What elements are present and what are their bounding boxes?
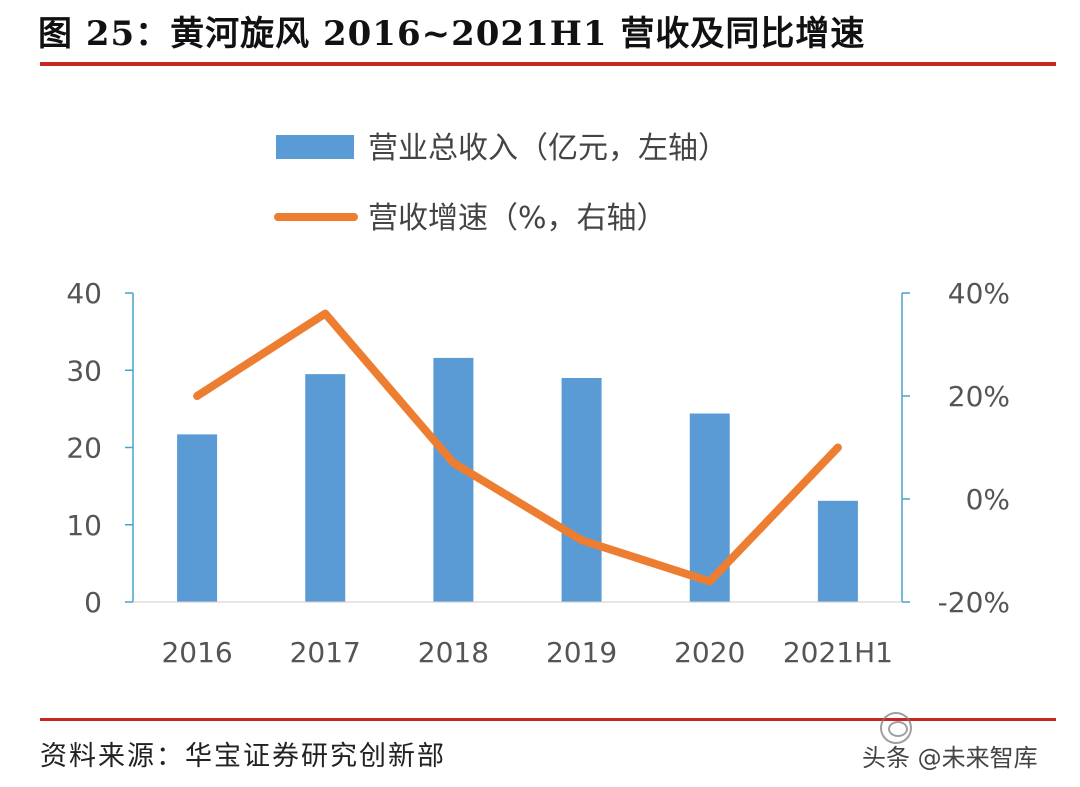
- growth-point: [452, 461, 455, 464]
- growth-line: [193, 309, 842, 586]
- growth-point: [580, 539, 583, 542]
- watermark-logo-icon: [880, 712, 912, 744]
- revenue-bar: [817, 500, 858, 602]
- figure-title: 图 25：黄河旋风 2016~2021H1 营收及同比增速: [38, 14, 866, 54]
- left-axis-tick-label: 0: [84, 586, 102, 619]
- watermark-text: 头条 @未来智库: [862, 744, 1038, 772]
- source-note: 资料来源：华宝证券研究创新部: [40, 741, 446, 772]
- x-axis-tick-label: 2017: [290, 636, 361, 669]
- right-axis-tick-label: -20%: [938, 586, 1010, 619]
- top-rule: [40, 62, 1056, 66]
- legend-label-revenue: 营业总收入（亿元，左轴）: [368, 131, 728, 166]
- left-axis-tick-label: 20: [66, 432, 102, 465]
- legend-label-growth: 营收增速（%，右轴）: [368, 201, 667, 236]
- revenue-bar: [561, 377, 602, 602]
- legend-swatch-revenue: [276, 135, 354, 159]
- x-axis-tick-label: 2020: [674, 636, 745, 669]
- left-axis-tick-label: 30: [66, 354, 102, 387]
- revenue-bar: [433, 357, 474, 602]
- right-axis-tick-label: 0%: [966, 483, 1010, 516]
- growth-point: [196, 395, 199, 397]
- revenue-bar: [305, 374, 346, 602]
- bottom-rule: [40, 718, 1056, 721]
- left-axis-tick-label: 10: [66, 509, 102, 542]
- x-axis-tick-label: 2021H1: [783, 636, 893, 669]
- x-axis-tick-label: 2018: [418, 636, 489, 669]
- growth-point: [708, 580, 711, 583]
- left-axis-tick-label: 40: [66, 277, 102, 310]
- right-axis-tick-label: 20%: [948, 380, 1010, 413]
- growth-point: [836, 446, 839, 449]
- right-axis-tick-label: 40%: [948, 277, 1010, 310]
- x-axis-tick-label: 2019: [546, 636, 617, 669]
- x-axis-tick-label: 2016: [161, 636, 232, 669]
- growth-point: [324, 312, 327, 315]
- revenue-bar: [177, 434, 218, 602]
